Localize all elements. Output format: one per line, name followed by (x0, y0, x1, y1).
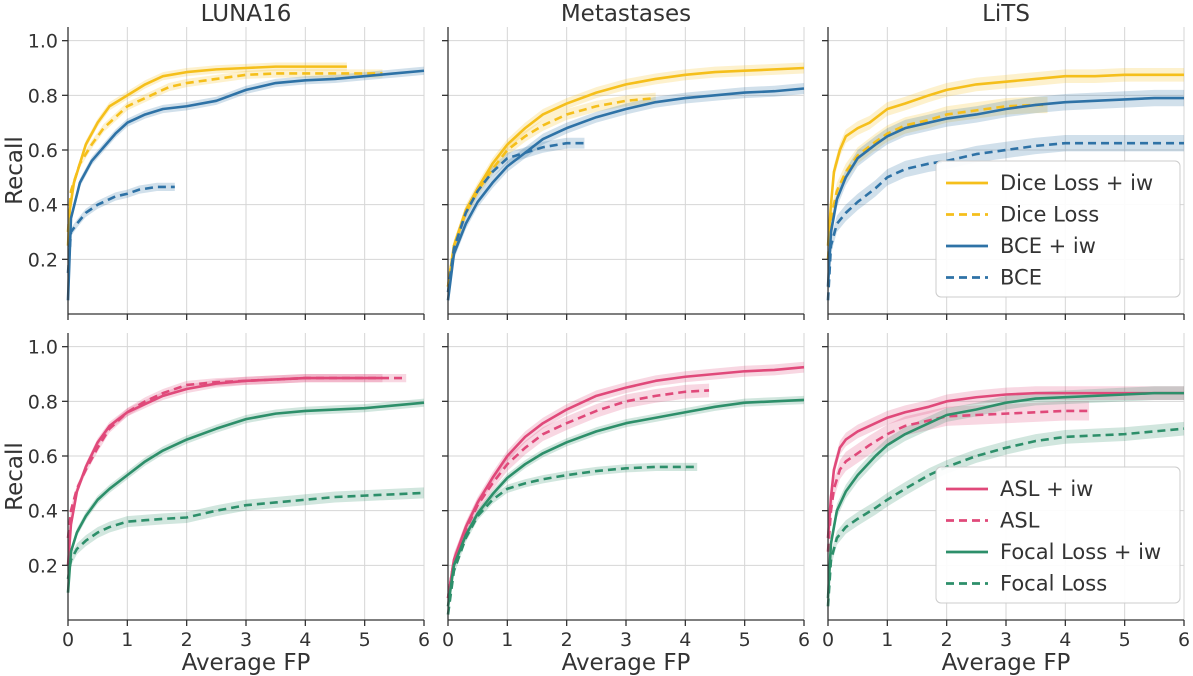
x-tick-label: 4 (1059, 629, 1071, 651)
panel-title: LUNA16 (201, 1, 292, 27)
x-tick-label: 0 (62, 629, 74, 651)
x-tick-label: 6 (418, 629, 430, 651)
legend-label: Dice Loss (1000, 203, 1099, 227)
series-line (826, 391, 1184, 539)
y-tick-label: 0.2 (28, 555, 58, 577)
x-tick-label: 3 (240, 629, 252, 651)
y-tick-label: 0.6 (28, 446, 58, 468)
series-line (446, 96, 656, 287)
confidence-band (68, 182, 175, 278)
panel-title: Metastases (561, 1, 691, 27)
series-line (66, 72, 383, 233)
confidence-band (828, 401, 1090, 562)
x-tick-label: 2 (941, 629, 953, 651)
x-tick-label: 0 (442, 629, 454, 651)
x-tick-label: 4 (679, 629, 691, 651)
legend-box (935, 160, 1181, 298)
x-tick-label: 1 (501, 629, 513, 651)
x-tick-label: 3 (1000, 629, 1012, 651)
series-line (66, 69, 425, 301)
panel-luna16-row1: 0.2 0.4 0.6 0.8 1.0 Recall LUNA16 (2, 1, 425, 320)
x-tick-label: 4 (299, 629, 311, 651)
x-tick-label: 0 (822, 629, 834, 651)
panel-metastases-row1: Metastases (442, 1, 805, 320)
y-tick-label: 0.2 (28, 249, 58, 271)
series-line (446, 141, 585, 293)
legend-row2: ASL + iw ASL Focal Loss + iw Focal Loss (935, 466, 1181, 604)
legend-label: BCE (1000, 266, 1042, 290)
confidence-band (448, 83, 804, 306)
series-line (66, 376, 407, 539)
panel-title: LiTS (982, 1, 1030, 27)
x-tick-label: 6 (798, 629, 810, 651)
legend-label: ASL (1000, 509, 1040, 533)
y-axis-label: Recall (2, 442, 28, 511)
series-line (446, 398, 805, 607)
confidence-band (68, 374, 383, 570)
x-tick-label: 1 (121, 629, 133, 651)
y-tick-label: 0.6 (28, 140, 58, 162)
x-tick-label: 6 (1178, 629, 1190, 651)
panel-lits-row2: 0 1 2 3 4 5 6 Average FP (822, 333, 1190, 676)
x-tick-label: 5 (359, 629, 371, 651)
legend-label: Focal Loss + iw (1000, 540, 1161, 564)
legend-box (935, 466, 1181, 604)
legend-label: Dice Loss + iw (1000, 171, 1153, 195)
series-line (446, 389, 710, 599)
legend-row1: Dice Loss + iw Dice Loss BCE + iw BCE (935, 160, 1181, 298)
x-axis-label: Average FP (182, 650, 311, 676)
series-line (66, 185, 175, 274)
x-tick-label: 3 (620, 629, 632, 651)
y-tick-label: 1.0 (28, 337, 58, 359)
series-line (446, 66, 805, 287)
confidence-band (68, 374, 407, 543)
y-axis-label: Recall (2, 136, 28, 205)
legend-label: BCE + iw (1000, 234, 1096, 258)
panel-metastases-row2: 0 1 2 3 4 5 6 Average FP (442, 333, 810, 676)
x-axis-label: Average FP (942, 650, 1071, 676)
x-tick-label: 1 (881, 629, 893, 651)
series-line (826, 103, 1048, 260)
x-tick-label: 2 (561, 629, 573, 651)
x-tick-label: 5 (1119, 629, 1131, 651)
y-tick-label: 1.0 (28, 31, 58, 53)
series-line (826, 73, 1184, 246)
legend-label: ASL + iw (1000, 477, 1093, 501)
x-tick-label: 5 (739, 629, 751, 651)
y-tick-label: 0.4 (28, 195, 58, 217)
legend-label: Focal Loss (1000, 572, 1107, 596)
series-line (66, 401, 425, 593)
panel-luna16-row2: 0.2 0.4 0.6 0.8 1.0 Recall 0 1 2 3 4 5 6 Average FP (2, 333, 430, 676)
series-line (826, 409, 1090, 552)
series-line (826, 427, 1185, 607)
x-axis-label: Average FP (562, 650, 691, 676)
y-tick-label: 0.8 (28, 85, 58, 107)
y-tick-label: 0.8 (28, 391, 58, 413)
series-line (826, 96, 1184, 287)
series-line (446, 465, 698, 615)
series-line (826, 391, 1184, 599)
series-line (66, 491, 425, 580)
confidence-band (68, 487, 424, 585)
y-tick-label: 0.4 (28, 501, 58, 523)
x-tick-label: 2 (181, 629, 193, 651)
series-line (446, 87, 805, 301)
